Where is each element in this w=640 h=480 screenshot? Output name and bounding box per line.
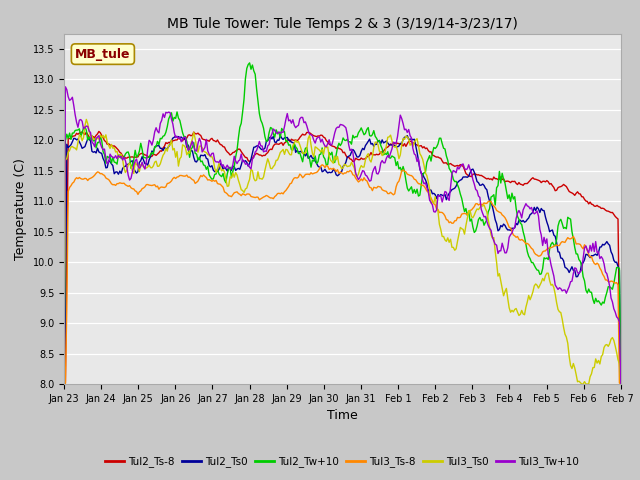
Tul3_Tw+10 — [60, 336, 68, 342]
Tul2_Tw+10 — [463, 213, 471, 218]
Tul2_Ts-8 — [412, 142, 419, 147]
Tul2_Ts0 — [463, 174, 471, 180]
Y-axis label: Temperature (C): Temperature (C) — [14, 158, 27, 260]
Tul3_Tw+10 — [243, 161, 251, 167]
Tul2_Ts-8 — [282, 139, 290, 145]
Tul3_Ts0 — [243, 185, 251, 191]
Tul2_Ts0 — [403, 133, 411, 139]
Tul3_Ts-8 — [127, 185, 135, 191]
Tul3_Tw+10 — [61, 84, 69, 90]
Tul3_Ts0 — [282, 146, 290, 152]
Tul3_Ts0 — [463, 216, 471, 221]
Tul2_Ts0 — [127, 158, 135, 164]
Tul2_Tw+10 — [467, 218, 474, 224]
Tul2_Tw+10 — [127, 166, 135, 171]
Tul2_Ts0 — [241, 158, 249, 164]
Tul2_Ts-8 — [60, 381, 68, 387]
Tul3_Ts-8 — [467, 207, 474, 213]
Tul2_Ts-8 — [243, 155, 251, 160]
Tul3_Tw+10 — [412, 152, 419, 158]
Tul2_Ts-8 — [129, 154, 136, 160]
Tul3_Tw+10 — [129, 169, 136, 175]
Tul3_Ts0 — [83, 117, 90, 122]
Tul3_Ts-8 — [241, 192, 249, 198]
Tul2_Tw+10 — [60, 380, 68, 385]
Tul3_Ts0 — [617, 381, 625, 387]
Tul3_Ts-8 — [60, 381, 68, 387]
Tul3_Tw+10 — [617, 381, 625, 387]
Tul3_Ts-8 — [318, 162, 326, 168]
Tul2_Ts-8 — [467, 173, 474, 179]
Tul2_Ts0 — [617, 381, 625, 387]
Line: Tul2_Ts0: Tul2_Ts0 — [64, 136, 621, 384]
Tul3_Ts-8 — [281, 189, 289, 194]
Tul3_Ts0 — [129, 168, 136, 173]
Tul2_Ts-8 — [463, 172, 471, 178]
X-axis label: Time: Time — [327, 409, 358, 422]
Tul2_Tw+10 — [241, 76, 249, 82]
Line: Tul3_Ts0: Tul3_Ts0 — [64, 120, 621, 384]
Legend: Tul2_Ts-8, Tul2_Ts0, Tul2_Tw+10, Tul3_Ts-8, Tul3_Ts0, Tul3_Tw+10: Tul2_Ts-8, Tul2_Ts0, Tul2_Tw+10, Tul3_Ts… — [101, 452, 584, 471]
Tul2_Ts0 — [412, 143, 419, 148]
Tul3_Ts0 — [467, 208, 474, 214]
Tul3_Ts0 — [412, 137, 419, 143]
Tul2_Tw+10 — [617, 381, 625, 387]
Tul2_Ts-8 — [617, 381, 625, 387]
Tul3_Tw+10 — [463, 166, 471, 172]
Tul3_Ts0 — [60, 381, 68, 387]
Tul2_Tw+10 — [412, 191, 419, 196]
Tul2_Ts-8 — [95, 129, 103, 134]
Tul2_Ts0 — [467, 170, 474, 176]
Tul3_Ts-8 — [412, 177, 419, 182]
Tul2_Ts0 — [60, 381, 68, 387]
Tul3_Ts-8 — [463, 212, 471, 217]
Tul3_Ts-8 — [617, 381, 625, 387]
Tul3_Tw+10 — [467, 167, 474, 172]
Title: MB Tule Tower: Tule Temps 2 & 3 (3/19/14-3/23/17): MB Tule Tower: Tule Temps 2 & 3 (3/19/14… — [167, 17, 518, 31]
Line: Tul2_Ts-8: Tul2_Ts-8 — [64, 132, 621, 384]
Text: MB_tule: MB_tule — [75, 48, 131, 60]
Tul2_Ts0 — [281, 135, 289, 141]
Tul3_Tw+10 — [282, 117, 290, 122]
Tul2_Tw+10 — [282, 139, 290, 144]
Tul2_Tw+10 — [246, 60, 253, 66]
Line: Tul3_Tw+10: Tul3_Tw+10 — [64, 87, 621, 384]
Line: Tul3_Ts-8: Tul3_Ts-8 — [64, 165, 621, 384]
Line: Tul2_Tw+10: Tul2_Tw+10 — [64, 63, 621, 384]
